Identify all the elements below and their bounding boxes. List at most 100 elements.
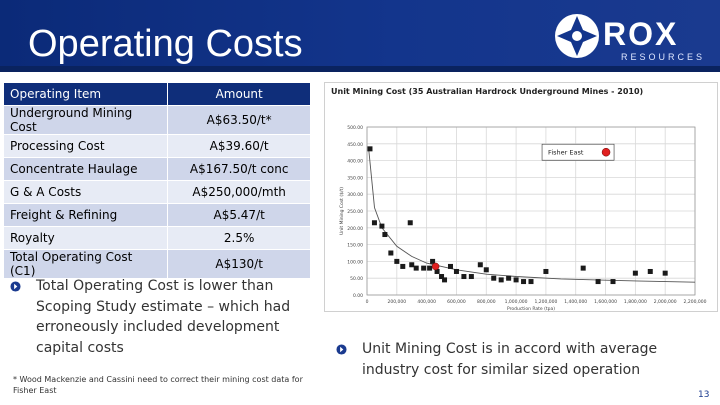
data-point — [442, 277, 448, 283]
data-point — [394, 258, 400, 264]
data-point — [528, 279, 534, 285]
row-amount: A$130/t — [167, 249, 310, 279]
x-tick-label: 600,000 — [447, 299, 466, 305]
y-axis-label: Unit Mining Cost ($/t) — [339, 187, 345, 235]
x-tick-label: 1,600,000 — [594, 299, 617, 305]
table-row: Processing Cost A$39.60/t — [4, 134, 310, 158]
operating-cost-table: Operating Item Amount Underground Mining… — [4, 83, 310, 279]
fisher-east-label-box — [541, 143, 615, 161]
data-point — [477, 262, 483, 268]
data-point — [483, 267, 489, 273]
scatter-plot: 0.00 50.00 100.00 150.00 200.00 250.00 300.00 3… — [339, 125, 707, 311]
data-point — [421, 265, 427, 271]
row-item: Total Operating Cost (C1) — [4, 249, 168, 279]
table-row: Underground Mining Cost A$63.50/t* — [4, 105, 310, 135]
x-tick-label: 2,000,000 — [654, 299, 677, 305]
data-point — [468, 274, 474, 280]
fisher-east-point-on-curve — [431, 262, 440, 271]
row-amount: A$39.60/t — [167, 134, 310, 158]
x-axis-label: Production Rate (tpa) — [507, 306, 555, 311]
row-amount: A$250,000/mth — [167, 180, 310, 204]
y-tick-label: 300.00 — [347, 192, 363, 198]
data-point — [409, 262, 415, 268]
bullet-text: Unit Mining Cost is in accord with avera… — [362, 341, 658, 378]
table-row: Concentrate Haulage A$167.50/t conc — [4, 157, 310, 181]
data-point — [506, 275, 512, 281]
data-point — [447, 263, 453, 269]
footnote: * Wood Mackenzie and Cassini need to cor… — [13, 375, 303, 395]
bullet-unit-cost: Unit Mining Cost is in accord with avera… — [336, 339, 681, 380]
x-tick-label: 1,200,000 — [534, 299, 557, 305]
header-stripe — [0, 66, 720, 72]
data-point — [407, 220, 413, 226]
y-tick-label: 150.00 — [347, 243, 363, 249]
x-tick-label: 0 — [366, 299, 369, 305]
x-tick-label: 800,000 — [477, 299, 496, 305]
table-header-row: Operating Item Amount — [4, 83, 310, 106]
data-point — [388, 250, 394, 256]
star-compass-icon — [555, 14, 599, 58]
y-tick-label: 0.00 — [353, 293, 363, 299]
y-tick-label: 250.00 — [347, 209, 363, 215]
data-point — [379, 223, 385, 229]
y-tick-label: 450.00 — [347, 142, 363, 148]
bullet-text: Total Operating Cost is lower than Scopi… — [36, 278, 291, 356]
rox-logo: ROX RESOURCES — [553, 8, 713, 66]
data-point — [491, 275, 497, 281]
row-item: G & A Costs — [4, 180, 168, 204]
fisher-east-point — [601, 147, 611, 157]
trend-line — [368, 147, 696, 283]
data-point — [632, 270, 638, 276]
x-tick-label: 200,000 — [388, 299, 407, 305]
unit-cost-chart: 0.00 50.00 100.00 150.00 200.00 250.00 300.00 3… — [324, 82, 718, 312]
row-item: Concentrate Haulage — [4, 157, 168, 181]
logo-subtext: RESOURCES — [621, 52, 706, 62]
data-point — [430, 258, 436, 264]
x-tick-label: 1,800,000 — [624, 299, 647, 305]
bullet-arrow-icon — [336, 344, 347, 355]
table-row: Freight & Refining A$5.47/t — [4, 203, 310, 227]
data-point — [647, 268, 653, 274]
bullet-arrow-icon — [10, 281, 21, 292]
data-point — [610, 279, 616, 285]
data-point — [543, 268, 549, 274]
x-tick-label: 400,000 — [417, 299, 436, 305]
data-point — [413, 265, 419, 271]
y-tick-label: 100.00 — [347, 259, 363, 265]
data-point — [400, 263, 406, 269]
y-tick-label: 500.00 — [347, 125, 363, 131]
page-title: Operating Costs — [28, 23, 303, 65]
data-point — [427, 265, 433, 271]
row-item: Freight & Refining — [4, 203, 168, 227]
bullet-total-cost: Total Operating Cost is lower than Scopi… — [10, 276, 300, 358]
y-tick-label: 200.00 — [347, 226, 363, 232]
data-point — [382, 232, 388, 238]
data-point — [461, 274, 467, 280]
data-point — [595, 279, 601, 285]
logo-text: ROX — [603, 16, 679, 52]
chart-title: Unit Mining Cost (35 Australian Hardrock… — [331, 87, 644, 96]
x-tick-label: 2,200,000 — [684, 299, 707, 305]
data-point — [453, 268, 459, 274]
row-item: Underground Mining Cost — [4, 105, 168, 135]
data-point — [662, 270, 668, 276]
row-amount: A$63.50/t* — [167, 105, 310, 135]
column-header-amount: Amount — [167, 83, 310, 106]
y-tick-label: 400.00 — [347, 159, 363, 165]
plot-area — [366, 126, 696, 296]
table-row: G & A Costs A$250,000/mth — [4, 180, 310, 204]
data-point — [513, 277, 519, 283]
x-tick-label: 1,400,000 — [564, 299, 587, 305]
data-point — [521, 279, 527, 285]
slide-header: Operating Costs ROX RESOURCES — [0, 0, 720, 72]
x-tick-label: 1,000,000 — [505, 299, 528, 305]
table-row: Royalty 2.5% — [4, 226, 310, 250]
table-row: Total Operating Cost (C1) A$130/t — [4, 249, 310, 279]
column-header-item: Operating Item — [4, 83, 168, 106]
row-amount: A$167.50/t conc — [167, 157, 310, 181]
row-amount: A$5.47/t — [167, 203, 310, 227]
data-point — [371, 220, 377, 226]
fisher-east-label: Fisher East — [548, 149, 584, 157]
data-point — [367, 146, 373, 152]
row-item: Processing Cost — [4, 134, 168, 158]
